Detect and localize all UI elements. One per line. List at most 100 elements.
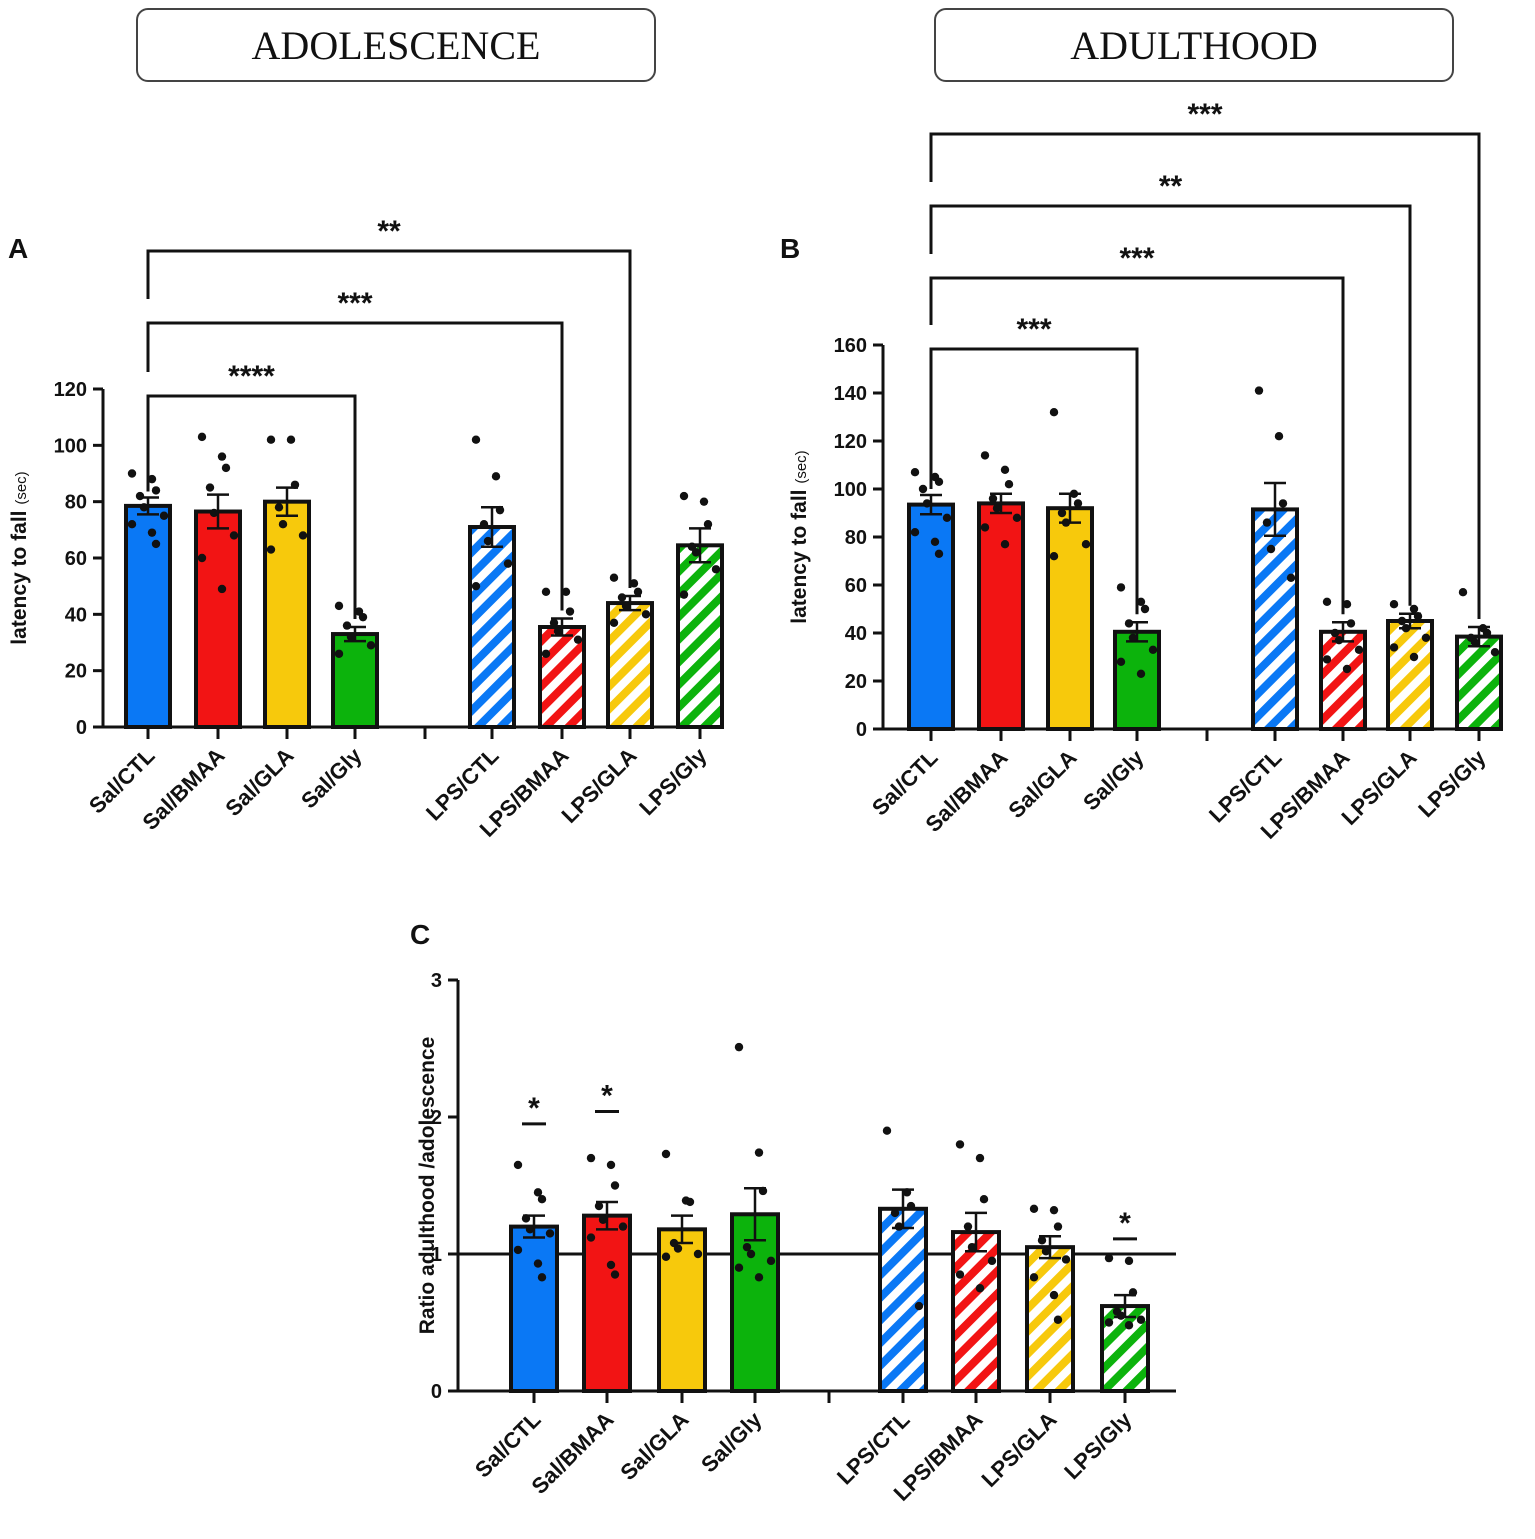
data-point-sal-gly [1116,657,1126,666]
data-point-sal-ctl [545,1229,555,1238]
data-point-sal-bmaa [980,451,990,460]
data-point-lps-ctl [495,505,505,515]
y-tick-label: 20 [65,661,87,683]
data-point-sal-gly [342,621,352,630]
y-tick-label: 100 [54,435,87,457]
data-point-sal-gly [754,1148,764,1157]
data-point-lps-gla [1409,652,1419,662]
data-point-lps-ctl [906,1201,916,1211]
data-point-sal-ctl [147,528,157,537]
data-point-lps-bmaa [1334,636,1344,645]
data-point-sal-gly [346,632,356,642]
y-tick-label: 80 [845,527,867,549]
data-point-lps-ctl [479,520,489,529]
data-point-sal-gla [1061,518,1071,527]
y-tick-label: 0 [431,1381,442,1403]
data-point-lps-bmaa [549,618,559,627]
data-point-lps-gla [1041,1247,1051,1256]
x-tick-label-lps-gla: LPS/GLA [556,743,641,828]
significance-label: * [528,1092,540,1125]
data-point-lps-gly [1128,1288,1138,1297]
data-point-sal-gla [693,1249,703,1259]
data-point-sal-gly [334,649,344,658]
y-tick-label: 100 [834,479,867,501]
bar-sal-gla [263,499,311,729]
significance-bracket [146,321,564,611]
data-point-sal-gla [1057,508,1067,518]
data-point-sal-gla [290,480,300,489]
data-point-sal-gla [673,1244,683,1253]
significance-label: *** [1119,242,1154,275]
data-point-lps-gla [617,593,627,602]
data-point-lps-gla [1049,1290,1059,1300]
data-point-lps-gly [1104,1253,1114,1263]
data-point-sal-bmaa [980,523,990,532]
x-tick-label-lps-gly: LPS/Gly [1059,1406,1137,1484]
data-point-sal-ctl [942,513,952,522]
significance-bracket [146,249,632,589]
data-point-sal-bmaa [586,1233,596,1242]
data-point-lps-gly [679,491,689,501]
significance-bracket [929,132,1481,619]
data-point-lps-bmaa [975,1284,985,1293]
data-point-sal-ctl [513,1245,523,1255]
data-point-sal-gly [758,1186,768,1196]
data-point-lps-ctl [1278,499,1288,508]
y-tick-label: 140 [834,383,867,405]
data-point-sal-gly [1124,619,1134,628]
data-point-sal-bmaa [217,452,227,461]
data-point-sal-ctl [537,1195,547,1204]
data-point-sal-gly [734,1263,744,1272]
data-point-sal-ctl [934,549,944,558]
y-axis-label: latency to fall (sec) [788,450,811,623]
chart-panel-c: C 0 1 2 3 Ratio adulthood /adolescence Sal/CT… [410,919,1176,1506]
y-tick-label: 160 [834,335,867,357]
data-point-sal-gly [1128,633,1138,642]
data-point-lps-gly [1104,1318,1114,1327]
data-point-lps-gla [609,618,619,627]
data-point-sal-gly [1148,645,1158,654]
x-tick-label-sal-gla: Sal/GLA [1003,745,1081,823]
data-point-sal-bmaa [197,553,207,563]
adulthood-header: ADULTHOOD [934,8,1454,82]
data-point-lps-bmaa [573,635,583,644]
data-point-lps-gly [1490,648,1500,657]
significance-bracket [929,276,1345,615]
data-point-lps-gla [609,573,619,582]
data-point-lps-gla [1389,643,1399,652]
x-tick-label-sal-gly: Sal/Gly [696,1406,767,1477]
data-point-sal-gly [1116,583,1126,592]
data-point-sal-ctl [922,499,932,508]
data-point-lps-gly [711,565,721,574]
data-point-sal-bmaa [594,1201,604,1211]
data-point-sal-gly [1140,604,1150,614]
data-point-lps-gla [629,579,639,588]
data-point-lps-ctl [1274,432,1284,441]
panel-letter-b: B [780,233,800,264]
data-point-sal-gly [734,1042,744,1052]
data-point-lps-gla [1397,616,1407,626]
bar-lps-gla [1025,1245,1075,1394]
data-point-sal-ctl [533,1259,543,1268]
data-point-sal-bmaa [988,494,998,503]
data-point-sal-bmaa [229,531,239,540]
data-point-sal-gly [754,1273,764,1282]
data-point-sal-gla [266,435,276,444]
data-point-sal-gla [274,503,284,512]
bar-lps-gly [1455,634,1503,731]
data-point-sal-ctl [147,474,157,484]
data-point-lps-gla [1389,600,1399,609]
data-point-lps-ctl [1254,386,1264,395]
data-point-sal-gly [766,1256,776,1266]
data-point-sal-gla [278,520,288,529]
y-tick-label: 0 [76,717,87,739]
bar-lps-ctl [1251,507,1299,731]
y-tick-label: 2 [431,1107,442,1129]
y-tick-label: 40 [845,623,867,645]
data-point-sal-gly [358,612,368,622]
significance-label: * [1119,1207,1131,1240]
data-point-lps-ctl [890,1208,900,1218]
data-point-lps-gla [1053,1315,1063,1324]
x-tick-label-sal-gla: Sal/GLA [615,1407,693,1485]
data-point-sal-bmaa [606,1260,616,1270]
